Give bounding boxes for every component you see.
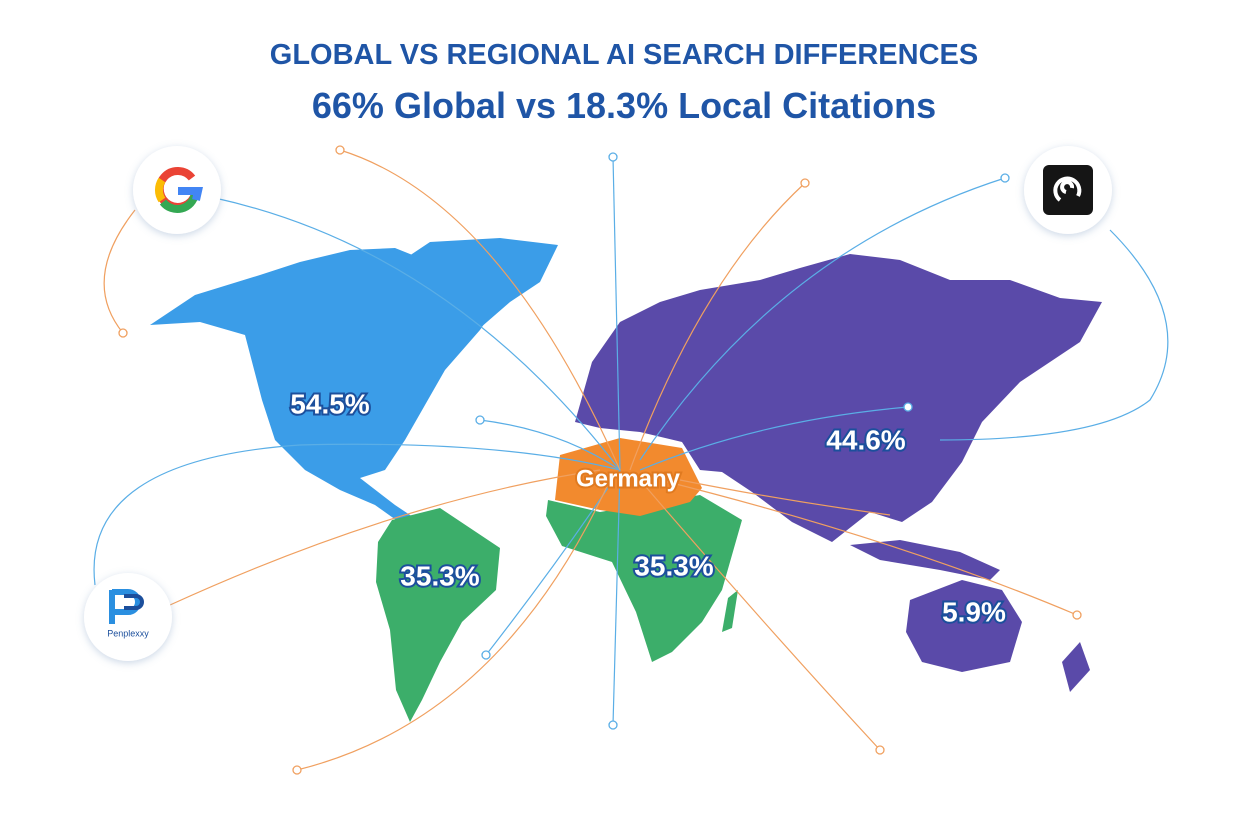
assistant-logo [1024, 146, 1112, 234]
node [608, 152, 618, 162]
logo-square [1043, 165, 1093, 215]
perplexity-logo: Penplexxy [84, 573, 172, 661]
new-zealand [1062, 642, 1090, 692]
region-label: 5.9% [942, 596, 1006, 627]
link [169, 469, 601, 606]
eurasia [575, 254, 1102, 542]
logo-p [109, 589, 141, 624]
link [659, 479, 1078, 616]
node [475, 415, 485, 425]
node [118, 328, 128, 338]
link [214, 197, 621, 471]
region-label: Germany [576, 465, 681, 492]
connections [93, 145, 1169, 775]
node [903, 402, 913, 412]
region-labels: 54.5% 44.6% Germany 35.3% 35.3% 5.9% [288, 386, 1008, 629]
logo-badge [133, 146, 221, 234]
north-america [150, 248, 500, 530]
logo-text: Penplexxy [107, 628, 149, 638]
logo-g [154, 177, 166, 203]
region-label: 44.6% [826, 424, 905, 455]
south-america [376, 508, 500, 722]
logo-swirl [1053, 176, 1082, 202]
region-label: 54.5% [290, 388, 369, 419]
link [485, 469, 621, 656]
link [339, 149, 621, 471]
logo-badge [84, 573, 172, 661]
link [639, 479, 881, 751]
link [479, 419, 621, 471]
link [639, 406, 909, 471]
link [629, 182, 806, 471]
region-label: 35.3% [634, 550, 713, 581]
google-logo [133, 146, 221, 234]
region-label: 35.3% [400, 560, 479, 591]
node [608, 720, 618, 730]
greenland [400, 238, 558, 335]
se-asia-islands [850, 540, 1000, 580]
link [93, 443, 621, 586]
node [292, 765, 302, 775]
node [875, 745, 885, 755]
continents [150, 238, 1102, 722]
link [939, 229, 1169, 441]
link [296, 479, 611, 771]
node [1072, 610, 1082, 620]
africa [546, 495, 742, 662]
link [612, 469, 621, 726]
germany-region [555, 438, 702, 516]
node [800, 178, 810, 188]
madagascar [722, 590, 738, 632]
logo-p [124, 594, 144, 610]
node [335, 145, 345, 155]
logo-g [178, 187, 203, 201]
link [679, 479, 891, 516]
link [639, 177, 1006, 461]
node [481, 650, 491, 660]
australia [906, 580, 1022, 672]
subtitle: 66% Global vs 18.3% Local Citations [312, 85, 936, 126]
link [612, 156, 621, 471]
node [1000, 173, 1010, 183]
link [103, 209, 136, 334]
title: GLOBAL VS REGIONAL AI SEARCH DIFFERENCES [270, 39, 978, 71]
